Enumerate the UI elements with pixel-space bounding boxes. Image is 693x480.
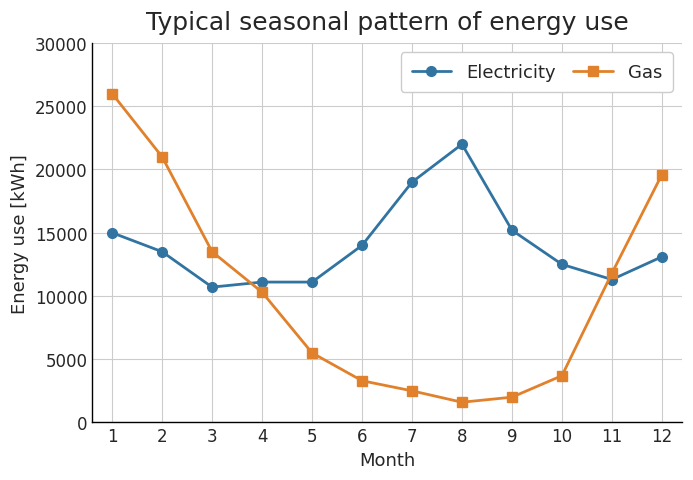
X-axis label: Month: Month — [359, 451, 415, 469]
Electricity — [508, 228, 516, 234]
Electricity — [258, 279, 266, 285]
Electricity — [558, 262, 566, 268]
Y-axis label: Energy use [kWh]: Energy use [kWh] — [11, 154, 29, 313]
Electricity — [658, 254, 666, 260]
Gas — [608, 271, 616, 276]
Gas — [508, 395, 516, 400]
Gas — [408, 388, 416, 394]
Gas — [358, 378, 366, 384]
Gas — [308, 350, 316, 356]
Gas — [158, 155, 166, 160]
Electricity — [358, 243, 366, 249]
Gas — [258, 290, 266, 296]
Electricity — [408, 180, 416, 186]
Electricity — [208, 285, 216, 290]
Electricity — [158, 249, 166, 255]
Line: Electricity: Electricity — [107, 140, 667, 292]
Electricity — [108, 230, 116, 236]
Electricity — [458, 142, 466, 148]
Gas — [208, 249, 216, 255]
Gas — [558, 373, 566, 379]
Title: Typical seasonal pattern of energy use: Typical seasonal pattern of energy use — [146, 11, 629, 35]
Gas — [658, 172, 666, 178]
Legend: Electricity, Gas: Electricity, Gas — [401, 53, 673, 93]
Gas — [458, 399, 466, 405]
Gas — [108, 92, 116, 97]
Line: Gas: Gas — [107, 90, 667, 407]
Electricity — [608, 277, 616, 283]
Electricity — [308, 279, 316, 285]
